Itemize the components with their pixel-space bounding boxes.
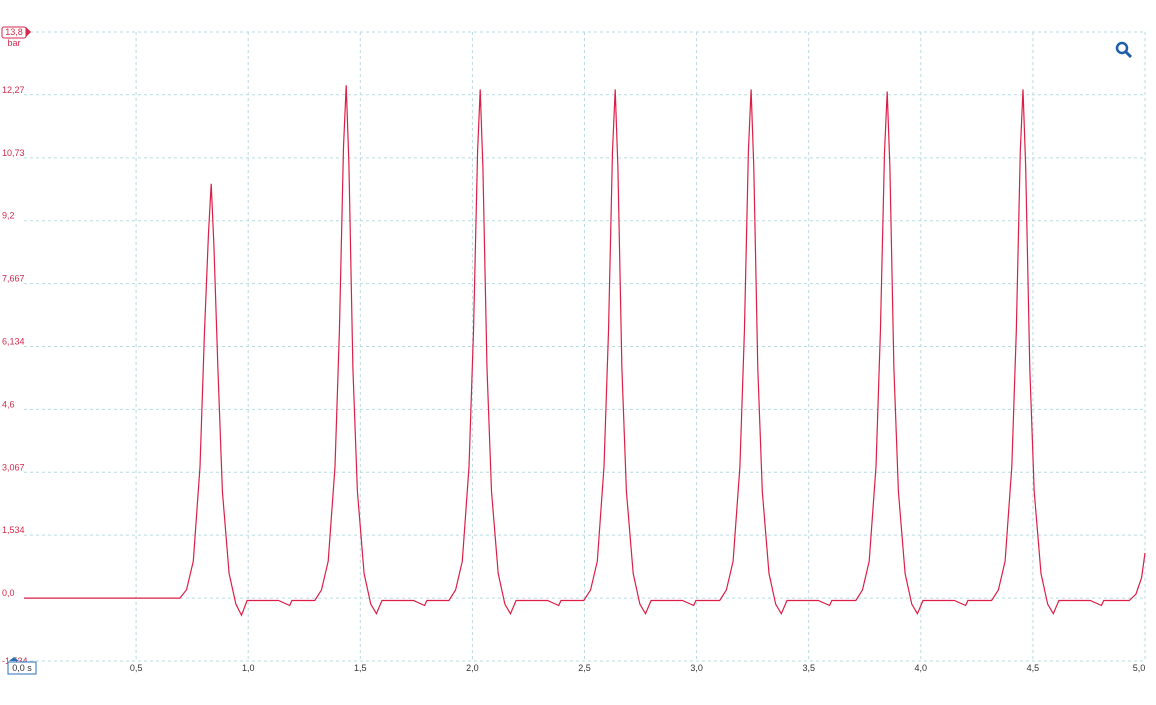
- x-tick-label: 0,0 s: [12, 663, 32, 673]
- x-origin-marker: [9, 657, 19, 661]
- x-tick-label: 5,0: [1133, 663, 1146, 673]
- y-tick-label: 3,067: [2, 462, 25, 472]
- x-tick-label: 2,0: [466, 663, 479, 673]
- y-tick-label: 0,0: [2, 588, 15, 598]
- y-tick-label: 9,2: [2, 211, 15, 221]
- y-tick-label: 1,534: [2, 525, 25, 535]
- x-tick-label: 4,5: [1027, 663, 1040, 673]
- x-tick-label: 3,0: [690, 663, 703, 673]
- y-tick-label: 12,27: [2, 85, 25, 95]
- x-origin-box: [7, 661, 37, 675]
- x-tick-label: 1,5: [354, 663, 367, 673]
- x-tick-label: 2,5: [578, 663, 591, 673]
- signal-line: [24, 85, 1146, 617]
- zoom-handle: [1124, 50, 1133, 59]
- y-axis-unit: bar: [7, 38, 20, 48]
- y-tick-label: 6,134: [2, 336, 25, 346]
- y-max-arrow: [26, 27, 31, 37]
- y-tick-label: 4,6: [2, 399, 15, 409]
- x-tick-label: 0,5: [130, 663, 143, 673]
- zoom-lens: [1115, 41, 1129, 55]
- zoom-icon[interactable]: [1115, 41, 1133, 59]
- x-tick-label: 3,5: [802, 663, 815, 673]
- y-tick-label: 7,667: [2, 274, 25, 284]
- x-tick-label: 4,0: [915, 663, 928, 673]
- x-tick-label: 1,0: [242, 663, 255, 673]
- y-tick-label: 13,8: [5, 27, 23, 37]
- y-tick-label: 10,73: [2, 148, 25, 158]
